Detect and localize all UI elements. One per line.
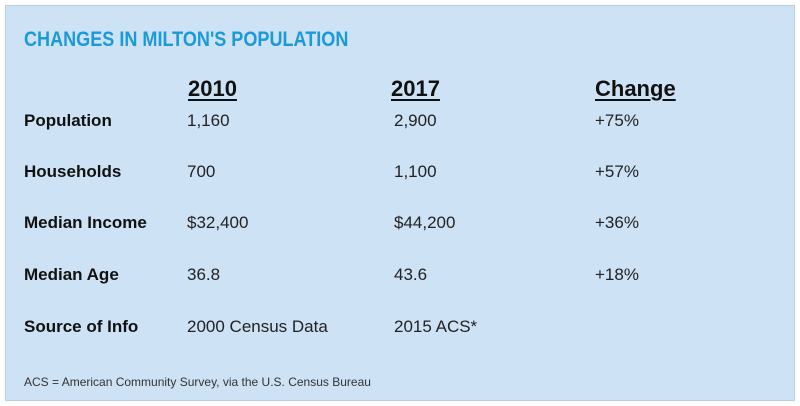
row-label: Source of Info <box>24 317 139 336</box>
cell-2010: $32,400 <box>187 213 249 232</box>
cell-2017: 43.6 <box>394 265 428 284</box>
row-label: Population <box>24 111 112 130</box>
cell-change: +36% <box>595 213 639 232</box>
cell-2017: 2,900 <box>394 111 437 130</box>
column-header-change: Change <box>595 76 676 101</box>
cell-2010: 36.8 <box>187 265 221 284</box>
cell-change: +18% <box>595 265 639 284</box>
row-label: Median Income <box>24 213 147 232</box>
table-title: CHANGES IN MILTON'S POPULATION <box>24 28 349 51</box>
cell-2010: 1,160 <box>187 111 230 130</box>
cell-change: +75% <box>595 111 639 130</box>
cell-2017: 2015 ACS* <box>394 317 478 336</box>
footnote: ACS = American Community Survey, via the… <box>24 375 371 389</box>
cell-2010: 700 <box>187 162 216 181</box>
table-row-population: Population 1,160 2,900 +75% <box>6 111 794 141</box>
cell-2017: 1,100 <box>394 162 437 181</box>
table-row-median-income: Median Income $32,400 $44,200 +36% <box>6 213 794 243</box>
table-row-source-of-info: Source of Info 2000 Census Data 2015 ACS… <box>6 317 794 347</box>
column-header-2017: 2017 <box>391 76 440 101</box>
cell-2017: $44,200 <box>394 213 456 232</box>
cell-change: +57% <box>595 162 639 181</box>
row-label: Median Age <box>24 265 119 284</box>
table-panel: CHANGES IN MILTON'S POPULATION 2010 2017… <box>5 5 795 401</box>
row-label: Households <box>24 162 122 181</box>
cell-2010: 2000 Census Data <box>187 317 328 336</box>
column-header-2010: 2010 <box>188 76 237 101</box>
table-row-median-age: Median Age 36.8 43.6 +18% <box>6 265 794 295</box>
table-row-households: Households 700 1,100 +57% <box>6 162 794 192</box>
